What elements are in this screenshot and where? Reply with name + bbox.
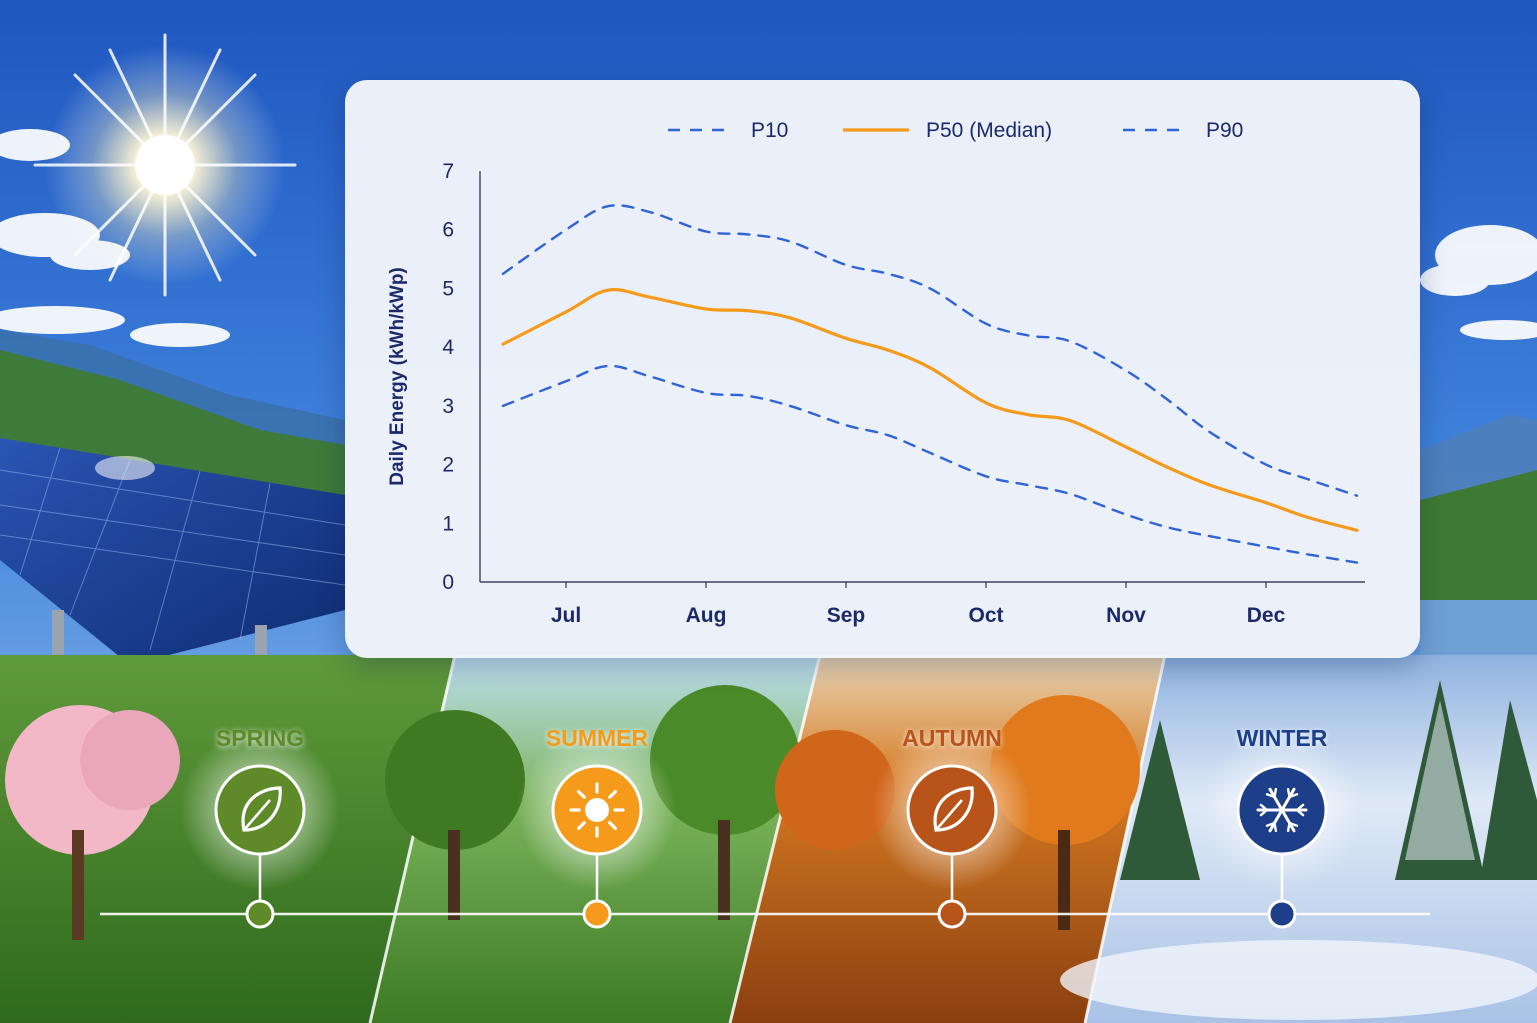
leaf-icon xyxy=(214,764,306,856)
x-tick-label: Dec xyxy=(1247,604,1286,627)
y-tick-label: 3 xyxy=(442,395,454,418)
sun-icon xyxy=(33,33,297,297)
timeline-dot xyxy=(582,899,612,929)
x-tick-label: Jul xyxy=(551,604,581,627)
season-label-spring: SPRING xyxy=(215,725,305,751)
timeline-dot xyxy=(937,899,967,929)
legend-label: P10 xyxy=(751,119,788,142)
season-marker-summer xyxy=(517,730,677,929)
series-line-p90 xyxy=(501,364,1359,564)
season-marker-autumn xyxy=(872,730,1032,929)
season-label-autumn: AUTUMN xyxy=(902,725,1002,751)
legend-item: P10 xyxy=(668,119,788,142)
series-line-p50-median xyxy=(501,288,1359,532)
legend-item: P90 xyxy=(1123,119,1243,142)
legend-label: P90 xyxy=(1206,119,1243,142)
x-tick-label: Nov xyxy=(1106,604,1146,627)
chart: 0 1 2 3 4 5 6 7 Jul Aug Sep Oct Nov Dec Daily Energy (… xyxy=(387,119,1365,627)
timeline-dot xyxy=(245,899,275,929)
y-axis-title: Daily Energy (kWh/kWp) xyxy=(387,267,408,486)
y-tick-label: 0 xyxy=(442,571,454,594)
chart-card xyxy=(345,80,1420,658)
snowflake-icon xyxy=(1236,764,1328,856)
solar-panels xyxy=(0,438,346,690)
season-label-summer: SUMMER xyxy=(545,725,649,751)
season-marker-spring xyxy=(180,730,340,929)
y-tick-label: 6 xyxy=(442,219,454,242)
y-tick-label: 4 xyxy=(442,336,454,359)
series-line-p10 xyxy=(501,204,1359,497)
y-tick-label: 2 xyxy=(442,454,454,477)
legend-item: P50 (Median) xyxy=(843,119,1052,142)
x-tick-label: Aug xyxy=(686,604,727,627)
sun-icon xyxy=(551,764,643,856)
x-tick-label: Sep xyxy=(827,604,866,627)
season-label-winter: WINTER xyxy=(1236,725,1328,751)
y-tick-label: 5 xyxy=(442,277,454,300)
season-timeline xyxy=(100,730,1430,929)
legend-label: P50 (Median) xyxy=(926,119,1052,142)
x-tick-label: Oct xyxy=(968,604,1003,627)
y-tick-label: 7 xyxy=(442,160,454,183)
season-marker-winter xyxy=(1202,730,1362,929)
leaf-icon xyxy=(906,764,998,856)
y-tick-label: 1 xyxy=(442,512,454,535)
timeline-dot xyxy=(1267,899,1297,929)
